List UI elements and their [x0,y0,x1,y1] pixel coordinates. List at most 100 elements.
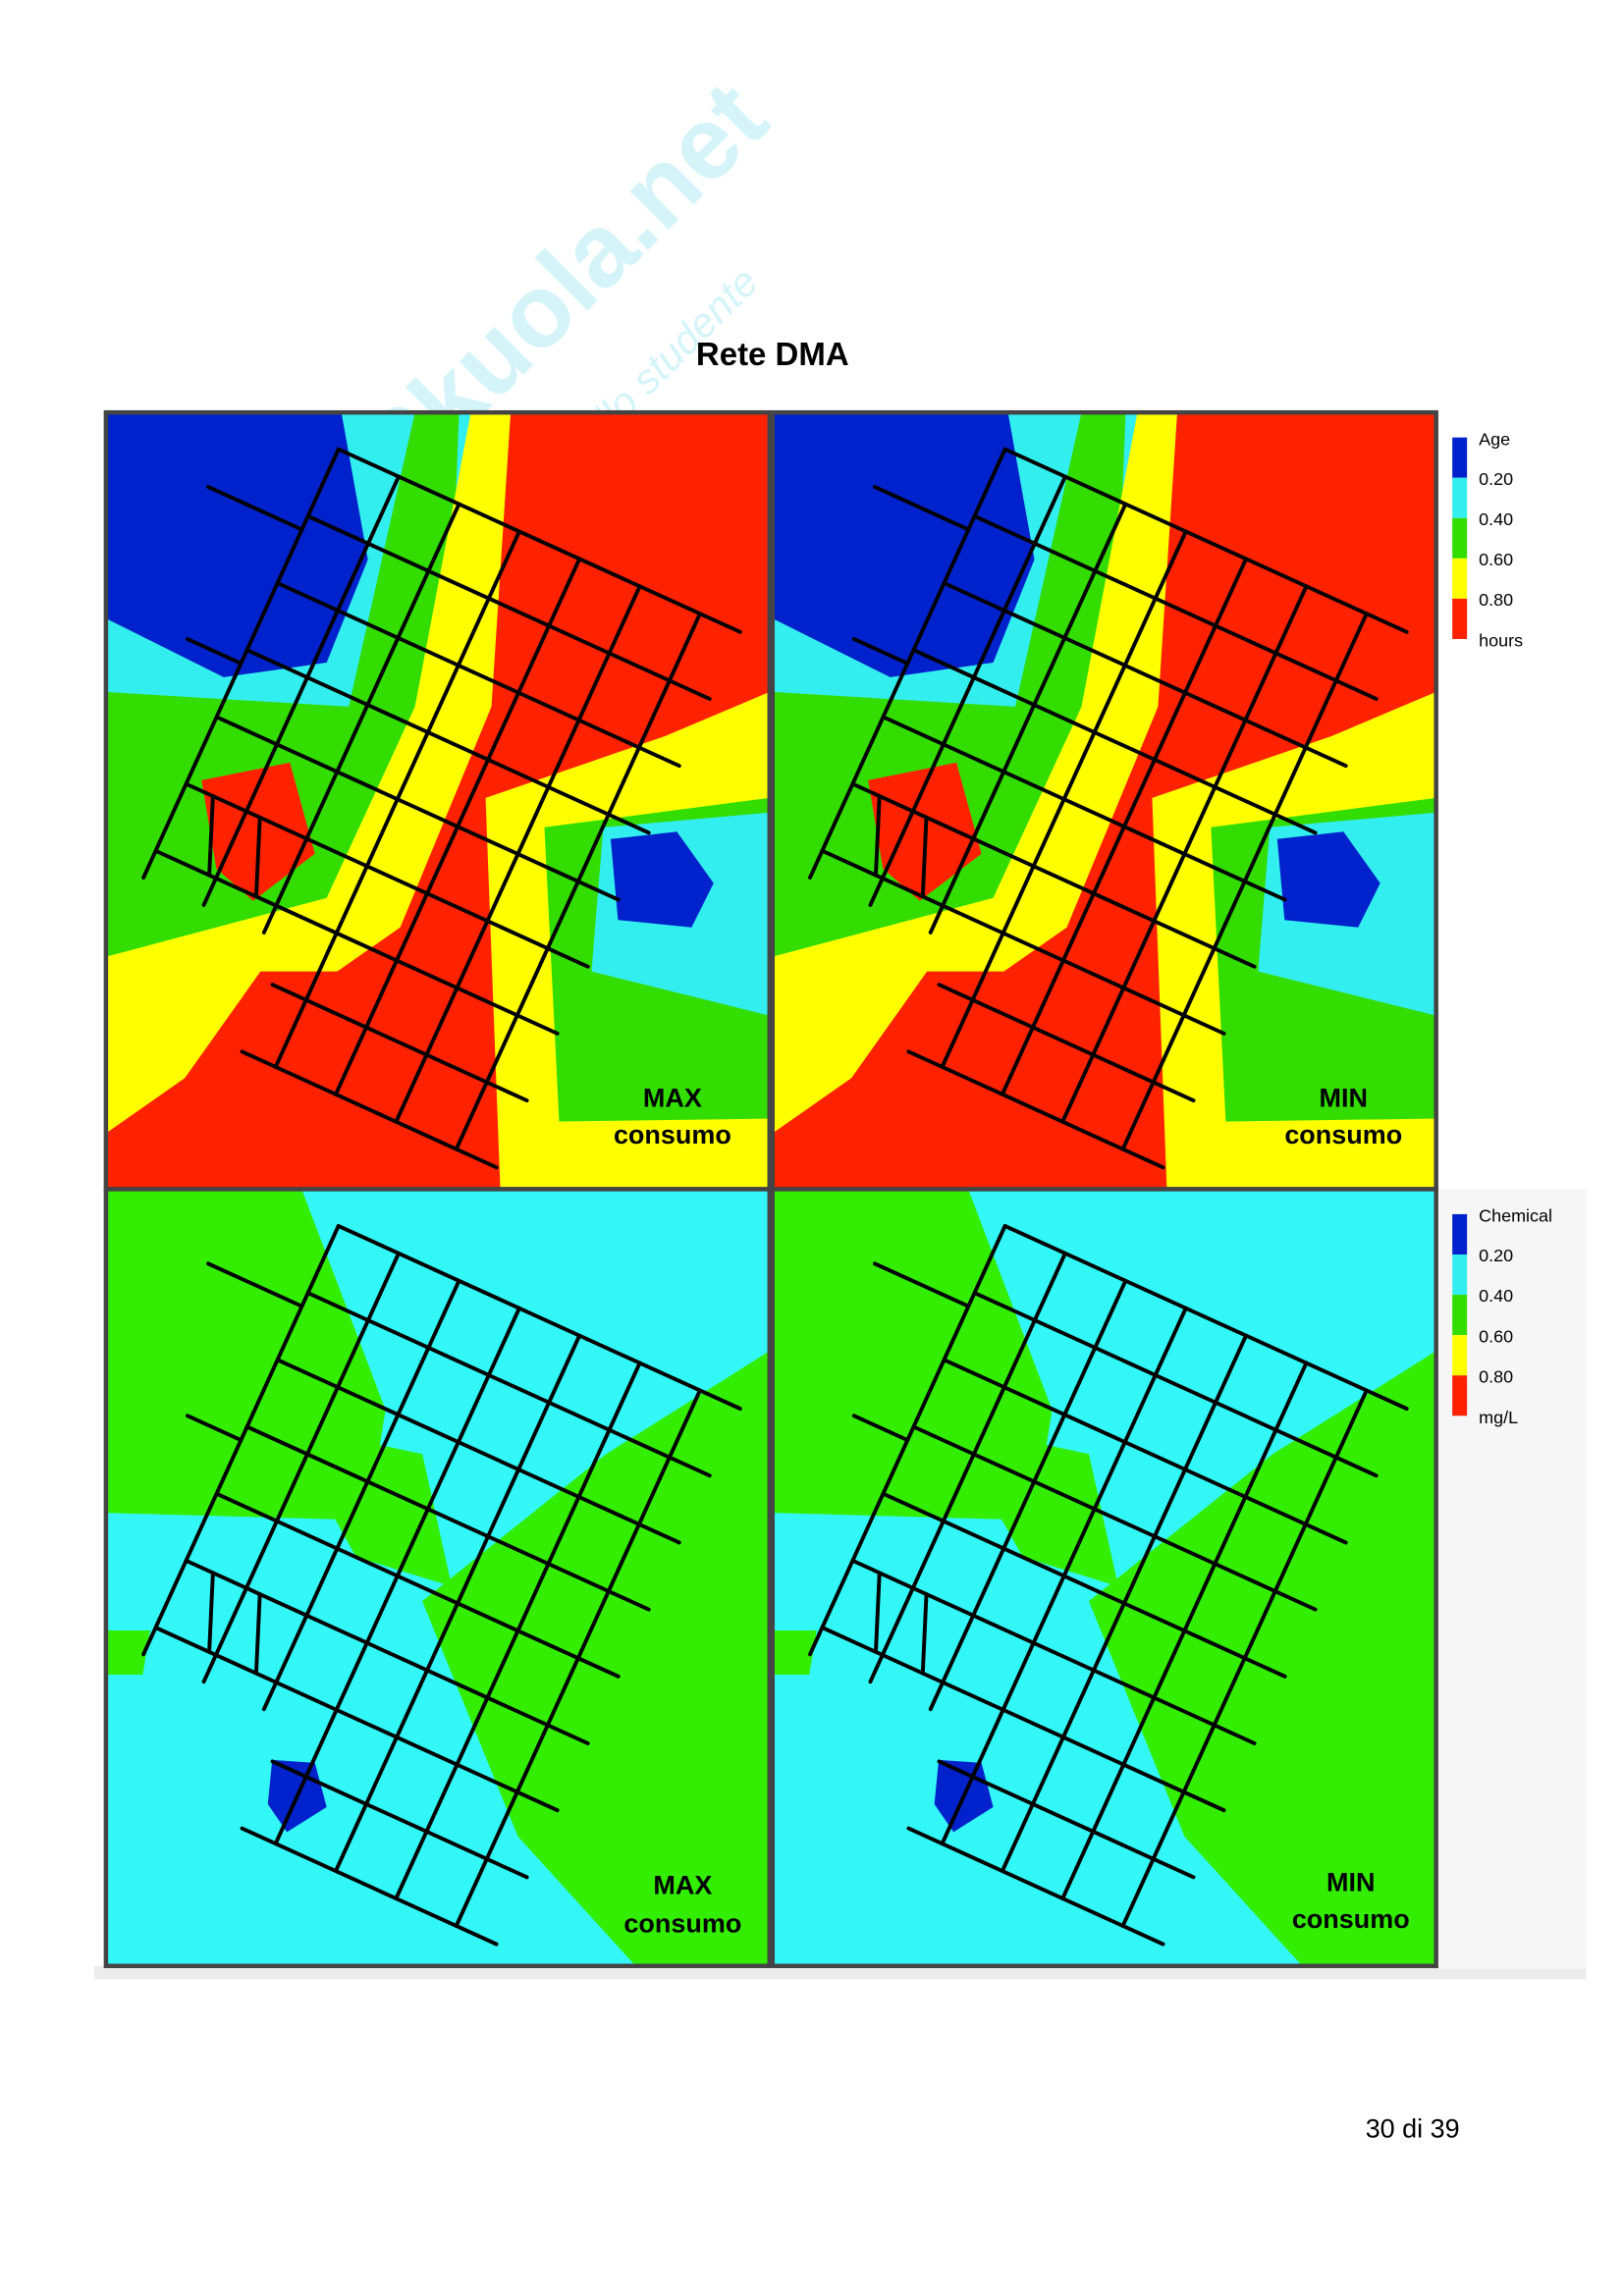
legend-unit: mg/L [1479,1408,1518,1427]
legend-swatch [1452,1255,1468,1296]
map-panel [103,409,773,1192]
pipe [937,983,1196,1103]
network [141,447,742,1170]
legend-swatch [1452,598,1468,639]
contour-fill [772,1189,1436,1966]
pipe [1120,612,1369,1151]
legend-unit: hours [1479,631,1523,651]
panel-label: consumo [614,1120,731,1149]
legend-tick: 0.80 [1479,590,1513,610]
pipe [940,1306,1188,1846]
panel-label: consumo [1284,1120,1402,1149]
pipe [972,513,1379,701]
pipe [1002,1223,1409,1412]
pipe [928,502,1128,934]
map-panel [103,1187,773,1968]
pipe [820,1626,1226,1813]
pipe [185,1414,243,1443]
pipe [336,1223,742,1412]
legends: Age 0.20 0.40 0.60 0.80 hours Chemical 0.20 0.40… [1452,429,1552,1427]
pipe [850,781,1257,969]
pipe [1000,557,1248,1096]
map-panel [770,1187,1438,1968]
pipe [240,1049,499,1170]
pipe [851,637,910,666]
legend-swatch [1452,477,1468,518]
panel-border [770,1187,1438,1968]
legend-tick: 0.80 [1479,1366,1513,1386]
pipe [937,1759,1196,1880]
pipe [270,1759,529,1880]
pipe [336,447,742,634]
pipe [244,1424,651,1612]
legend-tick: 0.40 [1479,1286,1513,1306]
legend-tick: 0.60 [1479,1326,1513,1346]
page-title: Rete DMA [696,336,849,372]
pipe [1060,584,1309,1124]
legend-tick: 0.20 [1479,1246,1513,1265]
pipe [1002,447,1409,634]
pipe [868,1251,1067,1684]
pipe [206,485,304,532]
pipe [273,529,521,1069]
pipe [454,1388,702,1928]
panel-label: MIN [1320,1084,1368,1113]
pipe [261,1278,461,1712]
pipe [1000,1333,1248,1874]
pipe [270,983,529,1103]
pipe [214,715,621,902]
legend-tick: 0.20 [1479,469,1513,489]
pipe [454,612,702,1151]
panel-label: MAX [643,1084,702,1113]
pipe [334,1333,582,1874]
panel-label: consumo [623,1908,741,1938]
legend-swatch [1452,1335,1468,1376]
legend-swatch [1452,1295,1468,1336]
pipe [261,502,461,934]
pipe [906,1049,1165,1170]
legend-tick: 0.60 [1479,550,1513,569]
pipe [207,1571,215,1654]
pipe [244,648,651,835]
pipe [1120,1388,1369,1928]
pipe [207,794,215,878]
pipe [184,1558,590,1745]
pipe [201,474,401,907]
pipe [920,815,929,899]
pipe [942,1358,1348,1545]
pipe [185,637,243,666]
pipe [874,1571,882,1654]
pipe [153,1626,560,1813]
pipe [153,848,560,1036]
legend-swatch [1452,517,1468,559]
pipe [240,1826,499,1947]
pipe [206,1261,304,1308]
pipe [1060,1361,1309,1900]
pipe [820,848,1226,1036]
legend-swatch [1452,437,1468,478]
legend-tick: 0.40 [1479,509,1513,529]
pipe [874,794,882,878]
pipe [394,1361,642,1900]
pipe [214,1491,621,1679]
pipe [275,581,681,769]
contour-fill [105,1189,770,1966]
pipe [872,1261,971,1308]
pipe [928,1278,1128,1712]
pipe [911,648,1318,835]
pipe [972,1291,1379,1478]
pipe [868,474,1067,907]
contour-fill [105,412,770,1190]
legend-title: Chemical [1479,1206,1552,1226]
image-strip [93,1965,1587,1980]
pipe [394,584,642,1124]
network [808,447,1409,1170]
pipe [305,513,712,701]
pipe [201,1251,401,1684]
network [808,1223,1409,1947]
legend-swatch [1452,558,1468,599]
legend-swatch [1452,1213,1468,1255]
pipe [940,529,1188,1069]
